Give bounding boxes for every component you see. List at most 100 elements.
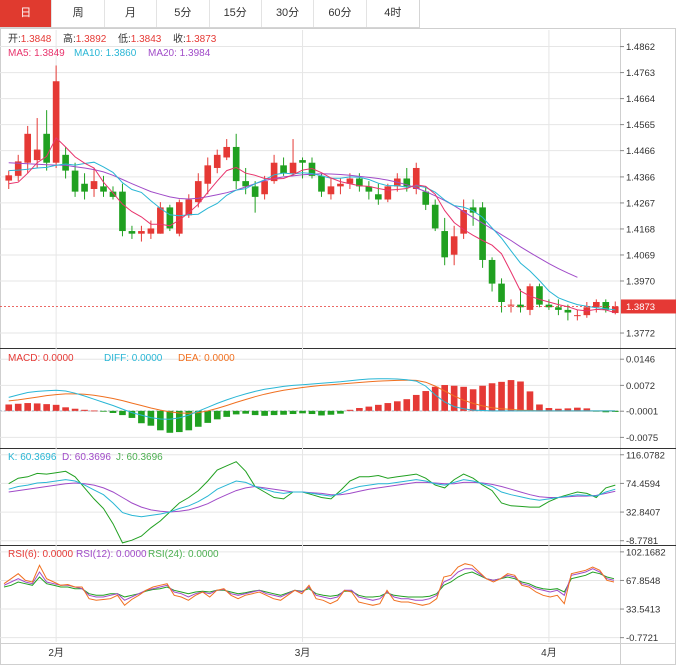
macd-bar — [356, 408, 363, 411]
macd-bar — [412, 394, 420, 411]
price-tick-label: 1.4466 — [626, 146, 655, 157]
macd-tick-label: 0.0146 — [626, 355, 655, 366]
candle-body — [270, 162, 278, 182]
kdj-tick-label: 116.0782 — [626, 450, 665, 461]
candle-body — [176, 202, 183, 234]
candle-body — [232, 146, 240, 182]
macd-bar — [232, 410, 240, 415]
macd-bar — [479, 385, 486, 411]
candle-body — [384, 186, 392, 200]
candle-body — [574, 315, 581, 317]
kdj-tick-label: -8.7781 — [626, 536, 658, 547]
rsi-tick-label: 102.1682 — [626, 547, 666, 558]
diff-line — [8, 378, 616, 420]
macd-bar — [469, 389, 477, 411]
candle-body — [128, 231, 136, 234]
candle-body — [81, 183, 88, 192]
tab-4[interactable]: 15分 — [210, 0, 262, 27]
rsi24-line — [3, 571, 615, 598]
macd-bar — [119, 410, 126, 416]
macd-bar — [90, 410, 98, 412]
macd-bar — [223, 410, 231, 417]
macd-bar — [176, 410, 183, 433]
candle-body — [213, 154, 221, 168]
dea-line — [8, 379, 616, 414]
macd-bar — [100, 410, 107, 412]
rsi-tick-label: 67.8548 — [626, 576, 660, 587]
candle-body — [507, 304, 515, 306]
macd-bar — [242, 410, 249, 414]
candle-body — [109, 191, 117, 197]
macd-bar — [5, 404, 13, 411]
macd-bar — [574, 407, 581, 411]
kdj-tick-label: 74.4594 — [626, 479, 660, 490]
macd-bar — [261, 410, 268, 416]
candle-body — [52, 81, 60, 163]
candle-body — [450, 236, 458, 255]
macd-bar — [517, 381, 524, 411]
tab-0[interactable]: 日 — [0, 0, 53, 27]
candle-body — [90, 181, 98, 189]
macd-bar — [213, 410, 221, 420]
macd-legend-item: MACD: 0.0000 — [8, 353, 74, 364]
candle-body — [403, 178, 411, 187]
ma-legend-item: MA20: 1.3984 — [148, 48, 211, 59]
candle-body — [71, 170, 79, 192]
candle-body — [469, 207, 477, 213]
macd-bar — [327, 410, 335, 415]
price-tick-label: 1.4168 — [626, 224, 655, 235]
macd-tick-label: -0.0001 — [626, 407, 658, 418]
macd-bar — [431, 386, 439, 411]
macd-bar — [194, 410, 202, 427]
candle-body — [24, 133, 32, 163]
candle-body — [166, 207, 174, 229]
candle-body — [498, 283, 505, 303]
macd-bar — [346, 409, 354, 411]
price-tick-label: 1.4862 — [626, 42, 655, 53]
candle-body — [100, 186, 107, 192]
kdj-legend-item: K: 60.3696 — [8, 452, 57, 463]
macd-bar — [564, 408, 572, 411]
candle-body — [261, 181, 268, 195]
candle-body — [555, 307, 562, 310]
tab-6[interactable]: 60分 — [314, 0, 367, 27]
candle-body — [536, 286, 543, 305]
tab-7[interactable]: 4时 — [384, 7, 402, 19]
candle-body — [545, 304, 553, 308]
macd-bar — [526, 391, 534, 411]
macd-bar — [157, 410, 164, 431]
macd-bar — [393, 401, 401, 411]
tab-1[interactable]: 周 — [52, 0, 105, 27]
rsi-legend-item: RSI(6): 0.0000 — [8, 549, 73, 560]
rsi6-line — [3, 563, 615, 607]
macd-bar — [441, 385, 448, 411]
macd-bar — [488, 383, 496, 411]
rsi-legend-item: RSI(24): 0.0000 — [148, 549, 219, 560]
candle-body — [479, 207, 486, 260]
kdj-d-line — [8, 481, 616, 513]
candle-body — [602, 302, 610, 310]
macd-bar — [81, 409, 88, 411]
candle-body — [365, 186, 373, 192]
kdj-k-line — [8, 479, 616, 518]
ma20-line — [8, 162, 578, 278]
candle-body — [441, 231, 448, 258]
tab-5[interactable]: 30分 — [262, 0, 315, 27]
candle-body — [564, 309, 572, 313]
macd-tick-label: -0.0075 — [626, 433, 658, 444]
tab-3[interactable]: 5分 — [157, 0, 210, 27]
macd-bar — [545, 408, 553, 411]
candle-body — [460, 210, 467, 234]
macd-bar — [138, 410, 145, 424]
tab-2[interactable]: 月 — [105, 0, 158, 27]
ohlc-legend-item: 低:1.3843 — [118, 32, 162, 45]
candle-body — [289, 162, 297, 174]
ohlc-legend-item: 开:1.3848 — [8, 34, 52, 45]
candle-body — [242, 181, 249, 187]
macd-bar — [280, 410, 287, 415]
candle-body — [223, 146, 231, 158]
ma10-line — [8, 161, 616, 311]
macd-bar — [375, 404, 382, 411]
price-tick-label: 1.4069 — [626, 250, 655, 261]
chart-frame — [0, 28, 676, 665]
